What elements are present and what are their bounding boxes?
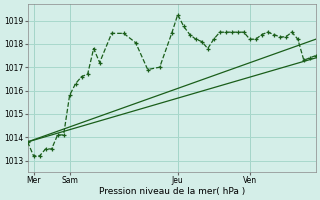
X-axis label: Pression niveau de la mer( hPa ): Pression niveau de la mer( hPa ) — [99, 187, 245, 196]
